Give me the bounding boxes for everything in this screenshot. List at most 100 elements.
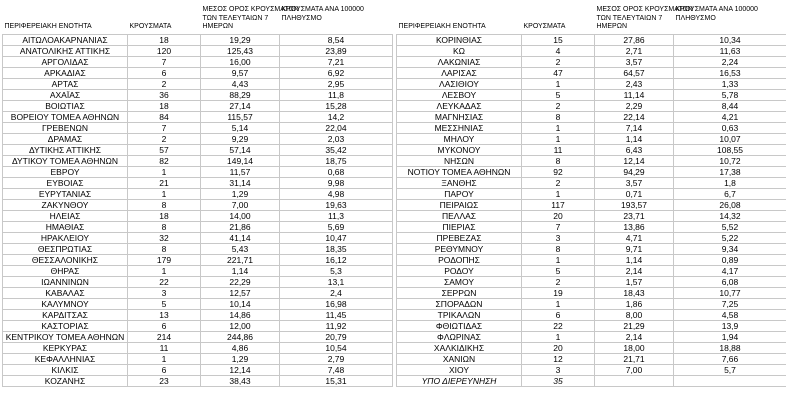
cases-cell: 7: [521, 220, 595, 233]
cases-per-100k-cell: 10,07: [673, 132, 786, 145]
table-row: ΚΕΦΑΛΛΗΝΙΑΣ 1 1,29 2,79: [2, 352, 393, 365]
cases-cell: 1: [127, 352, 201, 365]
table-header-left: ΠΕΡΙΦΕΡΕΙΑΚΗ ΕΝΟΤΗΤΑ ΚΡΟΥΣΜΑΤΑ ΜΕΣΟΣ ΟΡΟ…: [3, 5, 393, 34]
table-row: ΘΕΣΠΡΩΤΙΑΣ 8 5,43 18,35: [2, 242, 393, 255]
region-name-cell: ΚΟΡΙΝΘΙΑΣ: [396, 33, 522, 46]
cases-per-100k-cell: 1,33: [673, 77, 786, 90]
table-row: ΧΙΟΥ 3 7,00 5,7: [396, 363, 786, 376]
avg-cases-7d-cell: 21,29: [594, 319, 674, 332]
region-name-cell: ΔΥΤΙΚΟΥ ΤΟΜΕΑ ΑΘΗΝΩΝ: [2, 154, 128, 167]
cases-cell: 18: [127, 99, 201, 112]
region-name-cell: ΜΑΓΝΗΣΙΑΣ: [396, 110, 522, 123]
cases-per-100k-cell: 10,54: [279, 341, 393, 354]
avg-cases-7d-cell: 5,43: [200, 242, 280, 255]
avg-cases-7d-cell: 12,14: [594, 154, 674, 167]
avg-cases-7d-cell: 12,00: [200, 319, 280, 332]
table-row: ΔΥΤΙΚΗΣ ΑΤΤΙΚΗΣ 57 57,14 35,42: [2, 143, 393, 156]
avg-cases-7d-cell: 9,29: [200, 132, 280, 145]
table-row: ΔΡΑΜΑΣ 2 9,29 2,03: [2, 132, 393, 145]
cases-cell: 6: [127, 363, 201, 376]
region-name-cell: ΘΗΡΑΣ: [2, 264, 128, 277]
cases-per-100k-cell: 15,28: [279, 99, 393, 112]
cases-per-100k-cell: 18,75: [279, 154, 393, 167]
region-name-cell: ΒΟΙΩΤΙΑΣ: [2, 99, 128, 112]
avg-cases-7d-cell: 125,43: [200, 44, 280, 57]
table-row: ΑΡΚΑΔΙΑΣ 6 9,57 6,92: [2, 66, 393, 79]
region-name-cell: ΖΑΚΥΝΘΟΥ: [2, 198, 128, 211]
cases-cell: 6: [127, 319, 201, 332]
avg-cases-7d-cell: 5,14: [200, 121, 280, 134]
avg-cases-7d-cell: 4,86: [200, 341, 280, 354]
cases-per-100k-cell: 5,7: [673, 363, 786, 376]
region-name-cell: ΚΩ: [396, 44, 522, 57]
avg-cases-7d-cell: 16,00: [200, 55, 280, 68]
region-name-cell: ΑΡΤΑΣ: [2, 77, 128, 90]
region-name-cell: ΜΗΛΟΥ: [396, 132, 522, 145]
cases-per-100k-cell: 18,35: [279, 242, 393, 255]
cases-cell: 57: [127, 143, 201, 156]
avg-cases-7d-cell: 11,14: [594, 88, 674, 101]
region-name-cell: ΠΙΕΡΙΑΣ: [396, 220, 522, 233]
cases-cell: 2: [521, 176, 595, 189]
avg-cases-7d-cell: 2,29: [594, 99, 674, 112]
region-name-cell: ΚΕΡΚΥΡΑΣ: [2, 341, 128, 354]
cases-per-100k-cell: 2,4: [279, 286, 393, 299]
cases-cell: 6: [521, 308, 595, 321]
cases-per-100k-cell: 10,34: [673, 33, 786, 46]
cases-cell: 35: [521, 374, 595, 387]
region-name-cell: ΛΑΣΙΘΙΟΥ: [396, 77, 522, 90]
avg-cases-7d-cell: 12,14: [200, 363, 280, 376]
cases-per-100k-cell: 4,58: [673, 308, 786, 321]
table-row: ΠΙΕΡΙΑΣ 7 13,86 5,52: [396, 220, 786, 233]
table-body-right: ΚΟΡΙΝΘΙΑΣ 15 27,86 10,34 ΚΩ 4 2,71 11,63 ΛΑΚΩΝΙΑ…: [396, 33, 786, 387]
avg-cases-7d-cell: 9,71: [594, 242, 674, 255]
table-row: ΝΗΣΩΝ 8 12,14 10,72: [396, 154, 786, 167]
cases-per-100k-cell: 7,21: [279, 55, 393, 68]
table-row: ΠΑΡΟΥ 1 0,71 6,7: [396, 187, 786, 200]
cases-per-100k-cell: 10,72: [673, 154, 786, 167]
cases-cell: 2: [521, 99, 595, 112]
table-row: ΤΡΙΚΑΛΩΝ 6 8,00 4,58: [396, 308, 786, 321]
column-header-region: ΠΕΡΙΦΕΡΕΙΑΚΗ ΕΝΟΤΗΤΑ: [398, 23, 486, 31]
avg-cases-7d-cell: 22,14: [594, 110, 674, 123]
header-row: ΠΕΡΙΦΕΡΕΙΑΚΗ ΕΝΟΤΗΤΑ ΚΡΟΥΣΜΑΤΑ ΜΕΣΟΣ ΟΡΟ…: [3, 5, 393, 34]
cases-cell: 8: [521, 154, 595, 167]
cases-cell: 5: [521, 264, 595, 277]
avg-cases-7d-cell: 21,71: [594, 352, 674, 365]
cases-cell: 11: [127, 341, 201, 354]
table-row: ΕΥΒΟΙΑΣ 21 31,14 9,98: [2, 176, 393, 189]
cases-cell: 2: [127, 77, 201, 90]
region-name-cell: ΓΡΕΒΕΝΩΝ: [2, 121, 128, 134]
region-name-cell: ΑΡΚΑΔΙΑΣ: [2, 66, 128, 79]
region-name-cell: ΛΕΣΒΟΥ: [396, 88, 522, 101]
table-row: ΗΡΑΚΛΕΙΟΥ 32 41,14 10,47: [2, 231, 393, 244]
avg-cases-7d-cell: 23,71: [594, 209, 674, 222]
cases-per-100k-cell: 17,38: [673, 165, 786, 178]
region-name-cell: ΔΡΑΜΑΣ: [2, 132, 128, 145]
regions-table-right: ΠΕΡΙΦΕΡΕΙΑΚΗ ΕΝΟΤΗΤΑ ΚΡΟΥΣΜΑΤΑ ΜΕΣΟΣ ΟΡΟ…: [396, 5, 786, 387]
table-row: ΑΡΓΟΛΙΔΑΣ 7 16,00 7,21: [2, 55, 393, 68]
table-row: ΚΑΒΑΛΑΣ 3 12,57 2,4: [2, 286, 393, 299]
table-row: ΡΕΘΥΜΝΟΥ 8 9,71 9,34: [396, 242, 786, 255]
avg-cases-7d-cell: 115,57: [200, 110, 280, 123]
avg-cases-7d-cell: 1,86: [594, 297, 674, 310]
avg-cases-7d-cell: 31,14: [200, 176, 280, 189]
under-investigation-row: ΥΠΟ ΔΙΕΡΕΥΝΗΣΗ 35: [396, 374, 786, 387]
cases-cell: 1: [521, 253, 595, 266]
cases-per-100k-cell: 5,78: [673, 88, 786, 101]
avg-cases-7d-cell: 19,29: [200, 33, 280, 46]
cases-per-100k-cell: 13,1: [279, 275, 393, 288]
regions-table-left: ΠΕΡΙΦΕΡΕΙΑΚΗ ΕΝΟΤΗΤΑ ΚΡΟΥΣΜΑΤΑ ΜΕΣΟΣ ΟΡΟ…: [2, 5, 393, 387]
cases-per-100k-cell: 6,7: [673, 187, 786, 200]
cases-per-100k-cell: 5,69: [279, 220, 393, 233]
cases-cell: 1: [521, 330, 595, 343]
cases-per-100k-cell: 11,8: [279, 88, 393, 101]
table-row: ΘΗΡΑΣ 1 1,14 5,3: [2, 264, 393, 277]
table-row: ΜΗΛΟΥ 1 1,14 10,07: [396, 132, 786, 145]
cases-cell: 8: [127, 220, 201, 233]
region-name-cell: ΧΑΛΚΙΔΙΚΗΣ: [396, 341, 522, 354]
table-row: ΒΟΙΩΤΙΑΣ 18 27,14 15,28: [2, 99, 393, 112]
cases-cell: 20: [521, 209, 595, 222]
cases-per-100k-cell: 8,44: [673, 99, 786, 112]
